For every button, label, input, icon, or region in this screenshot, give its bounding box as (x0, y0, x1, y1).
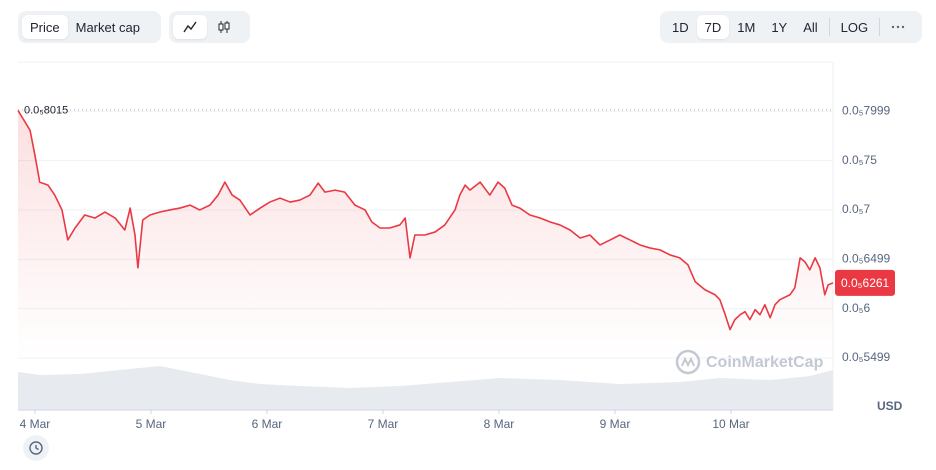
range-button[interactable]: 1M (737, 19, 756, 35)
y-tick-label: 0.0₅6499 (842, 252, 891, 266)
x-tick-label: 7 Mar (368, 417, 399, 431)
chart-style-group (169, 11, 250, 43)
history-button[interactable] (23, 435, 49, 461)
more-icon (891, 25, 905, 29)
price-line (17, 110, 834, 331)
line-chart-button[interactable] (173, 15, 207, 39)
log-button[interactable]: LOG (840, 19, 869, 35)
watermark: CoinMarketCap (675, 349, 824, 375)
currency-label: USD (877, 399, 903, 413)
price-area (18, 110, 833, 358)
tab[interactable]: Price (22, 15, 68, 39)
x-tick-label: 5 Mar (136, 417, 167, 431)
start-price-label: 0.0₅8015 (24, 105, 68, 117)
range-button[interactable]: 1D (672, 19, 689, 35)
x-tick-label: 4 Mar (20, 417, 51, 431)
tab[interactable]: Market cap (75, 19, 140, 35)
range-group: 1D 7D 1M 1Y All LOG (660, 11, 922, 43)
candle-chart-button[interactable] (207, 15, 241, 39)
tab-group: Price Market cap (18, 11, 161, 43)
separator (828, 18, 830, 36)
separator (879, 18, 881, 36)
x-tick-label: 8 Mar (484, 417, 515, 431)
range-button[interactable]: 1Y (771, 19, 788, 35)
candle-icon (218, 21, 230, 33)
watermark-text: CoinMarketCap (706, 354, 824, 371)
y-tick-label: 0.0₅75 (842, 153, 877, 167)
last-price-badge (835, 269, 895, 296)
x-tick-label: 9 Mar (600, 417, 631, 431)
x-tick-label: 6 Mar (252, 417, 283, 431)
x-tick-label: 10 Mar (712, 417, 749, 431)
y-tick-label: 0.0₅7999 (842, 104, 891, 118)
line-icon (183, 21, 197, 33)
range-button[interactable]: 7D (696, 15, 730, 39)
volume-area (18, 366, 833, 410)
y-tick-label: 0.0₅6 (842, 301, 871, 315)
last-price-label: 0.0₅6261 (841, 276, 890, 290)
y-tick-label: 0.0₅5499 (842, 350, 891, 364)
y-tick-label: 0.0₅7 (842, 202, 871, 216)
range-button[interactable]: All (803, 19, 818, 35)
more-button[interactable] (883, 15, 913, 39)
